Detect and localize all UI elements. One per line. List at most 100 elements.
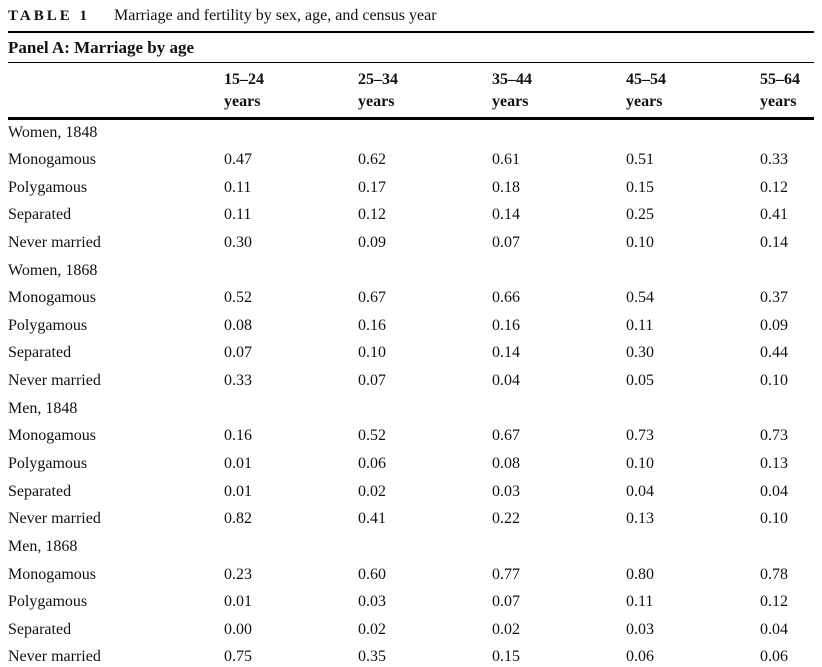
table-row: Monogamous 0.16 0.52 0.67 0.73 0.73 [8,423,814,451]
value-cell: 0.15 [626,178,654,196]
table-row: Polygamous 0.01 0.06 0.08 0.10 0.13 [8,450,814,478]
value-cell: 0.04 [626,482,654,500]
value-cell: 0.47 [224,150,252,168]
table-title: Marriage and fertility by sex, age, and … [114,7,437,24]
row-label: Monogamous [8,289,96,307]
value-cell: 0.66 [492,289,520,307]
value-cell: 0.35 [358,648,386,666]
value-cell: 0.06 [626,648,654,666]
value-cell: 0.03 [492,482,520,500]
value-cell: 0.60 [358,565,386,583]
value-cell: 0.02 [492,620,520,638]
value-cell: 0.14 [492,344,520,362]
value-cell: 0.16 [492,316,520,334]
value-cell: 0.09 [358,233,386,251]
section-label: Men, 1868 [8,537,78,555]
value-cell: 0.07 [358,372,386,390]
value-cell: 0.52 [224,289,252,307]
value-cell: 0.77 [492,565,520,583]
row-label: Never married [8,372,101,390]
value-cell: 0.62 [358,150,386,168]
table-row: Never married 0.30 0.09 0.07 0.10 0.14 [8,229,814,257]
section-row: Men, 1868 [8,533,814,561]
column-header-row: 15–24 years 25–34 years 35–44 years 45–5… [8,63,814,120]
value-cell: 0.07 [224,344,252,362]
value-cell: 0.07 [492,233,520,251]
age-range-label: 45–54 [626,71,666,88]
value-cell: 0.33 [760,150,788,168]
row-label: Separated [8,206,72,224]
value-cell: 0.73 [626,427,654,445]
value-cell: 0.67 [492,427,520,445]
value-cell: 0.14 [760,233,788,251]
row-label: Never married [8,648,101,666]
column-header-25-34: 25–34 years [358,63,492,120]
table-row: Monogamous 0.47 0.62 0.61 0.51 0.33 [8,146,814,174]
table-caption: TABLE 1 Marriage and fertility by sex, a… [8,5,814,33]
value-cell: 0.10 [760,372,788,390]
value-cell: 0.30 [626,344,654,362]
column-header-35-44: 35–44 years [492,63,626,120]
table-row: Polygamous 0.08 0.16 0.16 0.11 0.09 [8,312,814,340]
row-label: Polygamous [8,593,88,611]
value-cell: 0.14 [492,206,520,224]
value-cell: 0.11 [224,206,252,224]
value-cell: 0.52 [358,427,386,445]
value-cell: 0.73 [760,427,788,445]
value-cell: 0.11 [224,178,252,196]
value-cell: 0.02 [358,620,386,638]
table-body: Women, 1848 Monogamous 0.47 0.62 0.61 0.51 0.3… [8,119,814,667]
section-row: Women, 1848 [8,119,814,147]
section-label: Women, 1868 [8,261,98,279]
row-label: Monogamous [8,150,96,168]
section-row: Men, 1848 [8,395,814,423]
value-cell: 0.23 [224,565,252,583]
value-cell: 0.10 [358,344,386,362]
table-row: Never married 0.82 0.41 0.22 0.13 0.10 [8,505,814,533]
row-label: Separated [8,620,72,638]
value-cell: 0.61 [492,150,520,168]
value-cell: 0.75 [224,648,252,666]
table-row: Monogamous 0.23 0.60 0.77 0.80 0.78 [8,561,814,589]
value-cell: 0.33 [224,372,252,390]
row-label: Polygamous [8,178,88,196]
value-cell: 0.01 [224,482,252,500]
table-row: Separated 0.11 0.12 0.14 0.25 0.41 [8,201,814,229]
age-unit-label: years [492,93,529,110]
value-cell: 0.09 [760,316,788,334]
table-number-label: TABLE 1 [8,8,90,24]
value-cell: 0.01 [224,455,252,472]
age-range-label: 35–44 [492,71,532,88]
value-cell: 0.30 [224,233,252,251]
value-cell: 0.06 [358,455,386,472]
column-header-55-64: 55–64 years [760,63,814,120]
value-cell: 0.04 [492,372,520,390]
age-range-label: 15–24 [224,71,264,88]
value-cell: 0.02 [358,482,386,500]
table-row: Never married 0.75 0.35 0.15 0.06 0.06 [8,644,814,667]
age-unit-label: years [358,93,395,110]
section-label: Men, 1848 [8,399,78,417]
section-row: Women, 1868 [8,257,814,285]
value-cell: 0.01 [224,593,252,611]
value-cell: 0.17 [358,178,386,196]
value-cell: 0.41 [358,510,386,528]
row-label: Never married [8,233,101,251]
value-cell: 0.12 [760,178,788,196]
value-cell: 0.08 [224,316,252,334]
row-label: Never married [8,510,101,528]
value-cell: 0.11 [626,593,654,611]
column-header-15-24: 15–24 years [224,63,358,120]
value-cell: 0.44 [760,344,788,362]
row-label: Polygamous [8,455,88,472]
value-cell: 0.25 [626,206,654,224]
panel-heading: Panel A: Marriage by age [8,33,814,63]
value-cell: 0.06 [760,648,788,666]
value-cell: 0.16 [358,316,386,334]
value-cell: 0.00 [224,620,252,638]
value-cell: 0.11 [626,316,654,334]
age-unit-label: years [224,93,261,110]
value-cell: 0.22 [492,510,520,528]
age-range-label: 25–34 [358,71,398,88]
